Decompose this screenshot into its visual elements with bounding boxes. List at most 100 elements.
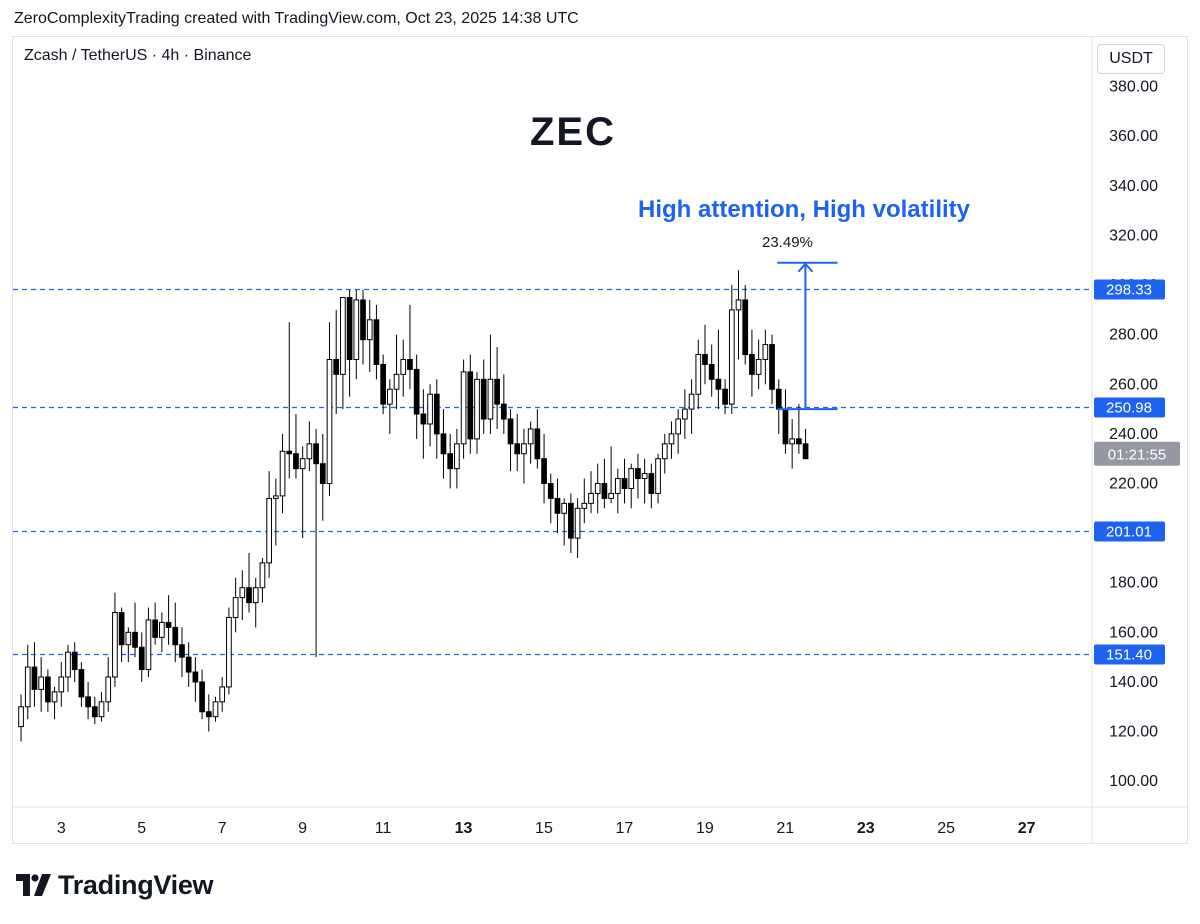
- candle-body: [299, 458, 306, 470]
- candle-body: [306, 443, 313, 460]
- candle-body: [286, 450, 293, 455]
- candle-body: [400, 358, 407, 375]
- y-tick-label: 380.00: [1109, 79, 1158, 96]
- candle-body: [319, 463, 326, 485]
- candle-body: [346, 296, 353, 360]
- candle-body: [474, 378, 480, 440]
- candle-body: [91, 706, 98, 718]
- tradingview-logo[interactable]: TradingView: [16, 868, 214, 902]
- candle-body: [51, 691, 58, 703]
- candle-body: [132, 631, 138, 648]
- candle-body: [688, 393, 695, 410]
- candle-body: [172, 626, 179, 646]
- candle-body: [581, 502, 588, 509]
- logo-text: TradingView: [58, 869, 214, 900]
- candle-body: [386, 388, 393, 405]
- candle-body: [480, 378, 487, 420]
- candle-body: [500, 403, 507, 420]
- candle-body: [65, 651, 71, 678]
- y-tick-label: 160.00: [1109, 624, 1158, 641]
- candle-body: [588, 492, 594, 504]
- candle-body: [454, 443, 460, 470]
- candle-body: [293, 453, 299, 470]
- y-tick-label: 180.00: [1109, 575, 1158, 592]
- axes: 380.00360.00340.00320.00300.00280.00260.…: [57, 79, 1180, 837]
- candle-body: [31, 666, 38, 690]
- candle-body: [125, 631, 132, 646]
- x-tick-label: 19: [696, 820, 714, 837]
- annotation-text: High attention, High volatility: [638, 196, 970, 223]
- candle-body: [232, 597, 239, 618]
- candle-body: [594, 483, 601, 494]
- candle-body: [514, 443, 521, 455]
- candle-body: [212, 701, 219, 718]
- chart-grid: [12, 36, 1188, 843]
- candle-body: [621, 478, 628, 489]
- candle-body: [769, 344, 775, 390]
- candle-body: [796, 438, 802, 445]
- candle-body: [440, 433, 447, 455]
- candle-body: [38, 676, 45, 690]
- candle-body: [742, 299, 749, 356]
- y-tick-label: 140.00: [1109, 674, 1158, 691]
- candle-body: [568, 502, 574, 539]
- candle-body: [159, 621, 165, 638]
- x-tick-label: 9: [298, 820, 307, 837]
- y-tick-label: 360.00: [1109, 128, 1158, 145]
- candle-body: [45, 676, 51, 703]
- candle-body: [447, 453, 454, 470]
- symbol-info[interactable]: Zcash / TetherUS · 4h · Binance: [24, 47, 252, 64]
- candle-body: [675, 418, 682, 435]
- candle-body: [239, 587, 246, 599]
- candle-body: [252, 587, 259, 604]
- x-tick-label: 27: [1018, 820, 1036, 837]
- candle-body: [246, 587, 252, 604]
- candle-body: [366, 319, 373, 341]
- candle-body: [574, 507, 581, 539]
- candle-body: [78, 669, 85, 698]
- level-price-tag: [1094, 397, 1165, 418]
- measure-percent-label: 23.49%: [762, 234, 813, 251]
- candle-body: [494, 378, 500, 405]
- candle-body: [460, 371, 467, 445]
- level-price-tag-label: 151.40: [1106, 647, 1152, 664]
- candle-body: [192, 671, 199, 683]
- candle-body: [393, 373, 400, 390]
- candle-body: [179, 644, 185, 658]
- candle-body: [353, 299, 360, 360]
- level-price-tag-label: 250.98: [1106, 400, 1152, 417]
- x-tick-label: 21: [776, 820, 794, 837]
- x-tick-label: 7: [218, 820, 227, 837]
- candle-body: [527, 428, 534, 445]
- currency-button[interactable]: USDT: [1097, 44, 1165, 74]
- y-tick-label: 260.00: [1109, 376, 1158, 393]
- candle-body: [360, 299, 366, 341]
- candle-body: [98, 701, 105, 718]
- candle-body: [789, 438, 796, 445]
- candle-body: [273, 495, 279, 499]
- candle-body: [205, 711, 212, 718]
- candle-body: [762, 344, 769, 360]
- chart-frame: [12, 36, 1188, 844]
- measure-tool: [777, 261, 838, 411]
- candle-body: [313, 443, 319, 465]
- y-tick-label: 100.00: [1109, 773, 1158, 790]
- candle-body: [138, 646, 145, 671]
- candle-body: [708, 363, 715, 380]
- tradingview-logo-icon: [16, 874, 51, 896]
- candle-body: [507, 418, 514, 445]
- candle-body: [71, 651, 78, 671]
- candle-body: [608, 492, 614, 499]
- candle-body: [118, 612, 125, 646]
- level-price-tag-label: 201.01: [1106, 524, 1152, 541]
- candle-body: [226, 616, 232, 688]
- candle-body: [641, 473, 648, 480]
- candle-body: [326, 358, 333, 485]
- candle-body: [755, 358, 762, 375]
- candle-body: [661, 443, 668, 460]
- x-tick-label: 25: [937, 820, 955, 837]
- candle-body: [112, 612, 118, 678]
- candle-body: [105, 676, 112, 703]
- level-price-tag-label: 298.33: [1106, 282, 1152, 299]
